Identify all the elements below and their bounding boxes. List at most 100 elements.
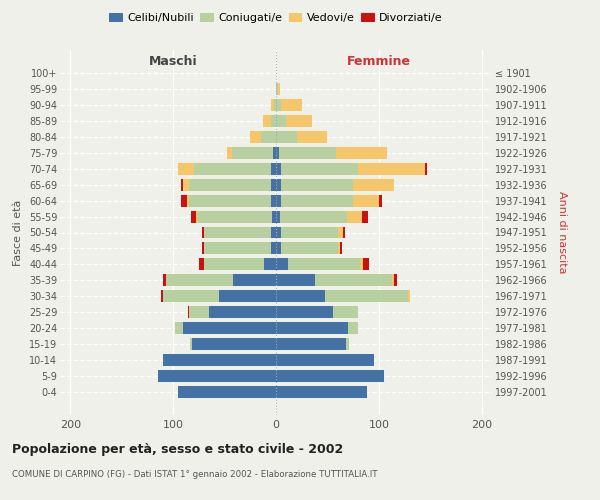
Bar <box>276 306 358 318</box>
Bar <box>273 146 276 158</box>
Bar <box>227 146 276 158</box>
Bar <box>276 338 349 350</box>
Bar <box>276 386 367 398</box>
Bar <box>276 242 338 254</box>
Bar <box>202 226 276 238</box>
Bar <box>276 162 358 174</box>
Bar <box>276 354 374 366</box>
Bar <box>276 210 280 222</box>
Bar <box>276 290 407 302</box>
Bar <box>276 130 328 142</box>
Text: Maschi: Maschi <box>149 55 197 68</box>
Bar <box>276 194 353 206</box>
Bar <box>276 114 286 126</box>
Bar <box>163 354 276 366</box>
Bar <box>276 114 312 126</box>
Bar <box>198 210 276 222</box>
Bar <box>191 210 276 222</box>
Bar <box>188 178 276 190</box>
Bar <box>276 82 280 94</box>
Bar <box>276 98 302 110</box>
Bar <box>178 386 276 398</box>
Bar <box>276 210 362 222</box>
Bar <box>276 226 345 238</box>
Bar <box>276 258 289 270</box>
Bar <box>227 146 276 158</box>
Bar <box>276 194 379 206</box>
Bar <box>271 98 276 110</box>
Bar <box>188 306 276 318</box>
Bar <box>276 130 296 142</box>
Bar <box>276 290 410 302</box>
Bar <box>276 274 394 286</box>
Bar <box>276 306 358 318</box>
Bar <box>276 354 374 366</box>
Bar <box>276 146 387 158</box>
Bar <box>276 306 358 318</box>
Bar <box>209 306 276 318</box>
Bar <box>194 162 276 174</box>
Bar <box>276 354 374 366</box>
Bar <box>276 370 384 382</box>
Bar <box>204 258 276 270</box>
Bar <box>276 370 384 382</box>
Bar <box>163 274 276 286</box>
Bar <box>276 194 382 206</box>
Bar <box>276 226 338 238</box>
Bar <box>271 114 276 126</box>
Bar <box>276 82 278 94</box>
Text: Femmine: Femmine <box>347 55 411 68</box>
Bar <box>276 242 342 254</box>
Bar <box>190 338 276 350</box>
Bar <box>276 114 312 126</box>
Bar <box>276 162 281 174</box>
Bar <box>161 290 276 302</box>
Bar <box>276 178 353 190</box>
Bar <box>263 114 276 126</box>
Bar <box>163 290 276 302</box>
Bar <box>158 370 276 382</box>
Bar <box>163 354 276 366</box>
Bar <box>276 162 425 174</box>
Y-axis label: Anni di nascita: Anni di nascita <box>557 191 567 274</box>
Bar <box>271 162 276 174</box>
Bar <box>190 338 276 350</box>
Bar <box>166 274 276 286</box>
Bar <box>175 322 276 334</box>
Bar <box>276 370 384 382</box>
Bar <box>220 290 276 302</box>
Bar <box>276 386 367 398</box>
Bar <box>276 146 335 158</box>
Bar <box>158 370 276 382</box>
Bar <box>158 370 276 382</box>
Text: Popolazione per età, sesso e stato civile - 2002: Popolazione per età, sesso e stato civil… <box>12 442 343 456</box>
Bar <box>276 274 392 286</box>
Bar <box>188 306 276 318</box>
Bar <box>166 274 276 286</box>
Bar <box>276 178 281 190</box>
Bar <box>163 354 276 366</box>
Bar <box>204 226 276 238</box>
Bar <box>163 290 276 302</box>
Bar <box>276 370 384 382</box>
Bar <box>271 98 276 110</box>
Bar <box>163 354 276 366</box>
Bar <box>276 322 358 334</box>
Bar <box>271 194 276 206</box>
Bar <box>202 242 276 254</box>
Bar <box>232 146 276 158</box>
Bar <box>274 98 276 110</box>
Bar <box>276 162 427 174</box>
Bar <box>276 258 368 270</box>
Bar <box>276 242 281 254</box>
Bar <box>233 274 276 286</box>
Bar <box>188 306 276 318</box>
Bar <box>276 210 347 222</box>
Bar <box>276 194 281 206</box>
Bar <box>184 322 276 334</box>
Bar <box>276 242 340 254</box>
Bar <box>276 178 394 190</box>
Bar <box>250 130 276 142</box>
Bar <box>276 338 349 350</box>
Bar <box>175 322 276 334</box>
